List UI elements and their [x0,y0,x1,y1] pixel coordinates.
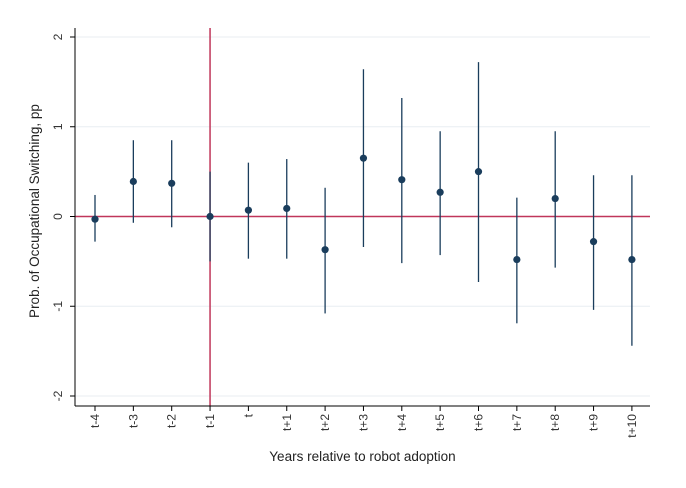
y-tick-label: 0 [51,213,65,220]
point-estimate [436,188,444,196]
x-tick-label: t+7 [510,414,524,431]
point-estimate [398,176,406,184]
x-tick-label: t+4 [395,414,409,431]
x-tick-label: t+9 [587,414,601,431]
point-estimate [283,204,291,213]
x-tick-label: t-4 [88,414,102,428]
axes: -2 -1 0 1 2 t-4 t-3 t-2 t-1 t t+1 t+2 t+3 t+4 t+5 t+6 t+… [51,28,650,438]
x-tick-label: t+6 [472,414,486,431]
x-tick-label: t+2 [318,414,332,431]
x-tick-label: t+8 [548,414,562,431]
point-estimate [589,238,598,246]
point-estimate [206,212,214,221]
y-tick-label: -2 [51,390,65,401]
point-estimate [168,179,176,187]
data-marks [91,62,636,346]
y-axis-title: Prob. of Occupational Switching, pp [27,104,42,318]
point-estimate [129,177,137,186]
x-tick-label: t-3 [126,414,140,428]
x-tick-label: t+1 [280,414,294,431]
point-estimate [551,194,559,203]
x-tick-label: t+3 [356,414,370,431]
point-estimate [321,246,329,254]
y-tick-label: 1 [51,123,65,130]
point-estimate [628,255,636,264]
x-axis-title: Years relative to robot adoption [269,449,455,464]
point-estimate [474,168,483,176]
y-tick-label: 2 [51,33,65,40]
x-tick-label: t-1 [203,414,217,428]
point-estimate [91,215,99,223]
y-tick-label: -1 [51,301,65,312]
point-estimate [244,206,252,214]
x-tick-label: t+10 [625,414,639,438]
x-tick-label: t [241,413,255,417]
x-tick-label: t-2 [165,414,179,428]
x-tick-label: t+5 [433,414,447,431]
point-estimate [359,154,368,162]
point-estimate [513,255,521,264]
